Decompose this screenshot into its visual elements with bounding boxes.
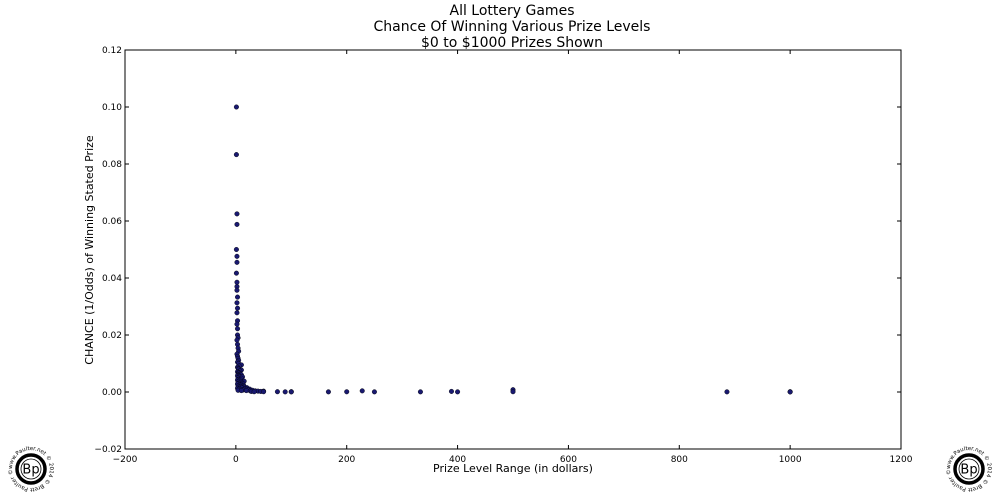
data-point	[282, 389, 288, 395]
x-axis-ticks: −200 0 200 400 600 800 1000 1200	[113, 50, 913, 465]
data-point	[233, 152, 239, 158]
data-point	[288, 389, 294, 395]
data-point	[234, 253, 240, 259]
x-tick-label: 0	[233, 455, 239, 465]
data-point	[359, 388, 365, 394]
data-point	[235, 294, 241, 300]
data-point	[235, 326, 241, 332]
data-point	[238, 388, 244, 394]
data-point	[233, 104, 239, 110]
data-point	[261, 389, 267, 395]
y-tick-label: 0.12	[102, 46, 122, 56]
data-point	[417, 389, 423, 395]
x-axis-label: Prize Level Range (in dollars)	[433, 462, 593, 475]
chart-title-line-2: Chance Of Winning Various Prize Levels	[374, 19, 651, 35]
x-tick-label: 400	[449, 455, 466, 465]
watermark-logo-left: Bp www.Paulter.net © 2014 © Brett Paulte…	[7, 446, 54, 492]
data-point	[724, 389, 730, 395]
data-point	[234, 310, 240, 316]
x-tick-label: 800	[671, 455, 688, 465]
y-tick-label: 0.00	[102, 388, 122, 398]
data-point	[234, 259, 240, 265]
watermark-initials-right: Bp	[960, 463, 977, 478]
data-point	[234, 221, 240, 227]
y-axis-ticks: −0.02 0.00 0.02 0.04 0.06 0.08 0.10 0.12	[94, 46, 901, 455]
x-tick-label: 200	[338, 455, 355, 465]
chart-title-line-1: All Lottery Games	[450, 3, 575, 19]
y-tick-label: 0.04	[102, 274, 122, 284]
data-point	[448, 388, 454, 394]
data-point	[233, 246, 239, 252]
x-tick-label: 600	[560, 455, 577, 465]
y-tick-label: 0.02	[102, 331, 122, 341]
data-point	[325, 389, 331, 395]
data-point	[455, 389, 461, 395]
data-point	[274, 389, 280, 395]
data-point	[787, 389, 793, 395]
x-tick-label: 1200	[890, 455, 913, 465]
data-point	[510, 389, 516, 395]
x-tick-label: −200	[113, 455, 138, 465]
watermark-logo-right: Bp www.Paulter.net © 2014 © Brett Paulte…	[945, 446, 992, 492]
data-point	[234, 287, 240, 293]
data-point	[371, 389, 377, 395]
data-point	[234, 211, 240, 217]
y-tick-label: −0.02	[94, 445, 122, 455]
plot-area	[124, 49, 902, 450]
chart-title-line-3: $0 to $1000 Prizes Shown	[421, 35, 603, 51]
data-point	[233, 270, 239, 276]
y-tick-label: 0.06	[102, 217, 122, 227]
data-point	[251, 389, 257, 395]
y-tick-label: 0.10	[102, 103, 122, 113]
y-axis-label: CHANCE (1/Odds) of Winning Stated Prize	[83, 135, 96, 365]
watermark-initials-left: Bp	[22, 463, 39, 478]
scatter-points	[233, 104, 793, 395]
data-point	[234, 300, 240, 306]
y-tick-label: 0.08	[102, 160, 122, 170]
data-point	[344, 389, 350, 395]
data-point	[235, 305, 241, 311]
data-point	[234, 337, 240, 343]
data-point	[234, 279, 240, 285]
data-point	[234, 321, 240, 327]
x-tick-label: 1000	[779, 455, 802, 465]
